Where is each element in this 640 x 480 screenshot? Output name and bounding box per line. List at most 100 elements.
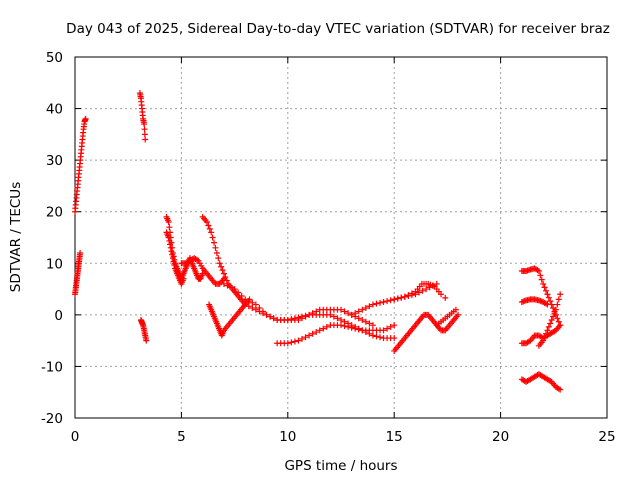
- data-point-hour22-rise: [542, 330, 549, 337]
- data-point-hour4-early: [168, 248, 175, 255]
- data-point-hour13-16: [380, 298, 387, 305]
- data-point-mid-band: [391, 322, 398, 329]
- y-tick-label: 0: [54, 308, 63, 324]
- data-point-hour13-16: [366, 303, 373, 310]
- data-point-hour4-early: [166, 237, 173, 244]
- y-tick-label: 40: [46, 102, 63, 118]
- data-point-hour22-rise: [541, 334, 548, 341]
- data-point-hour4-early: [169, 251, 176, 258]
- x-tick-label: 5: [177, 429, 186, 445]
- data-point-mid-band: [245, 298, 252, 305]
- data-point-hour9-12-low: [355, 326, 362, 333]
- data-point-hour6-decline: [216, 260, 223, 267]
- grid: [75, 57, 607, 418]
- data-point-hour6-decline: [209, 234, 216, 241]
- data-point-hour3-high: [141, 126, 148, 133]
- data-point-hour6-decline: [218, 263, 225, 270]
- data-point-hour13-16: [419, 287, 426, 294]
- data-point-mid-band: [256, 304, 263, 311]
- data-point-hour6-decline: [223, 277, 230, 284]
- data-point-rising-start: [82, 115, 89, 122]
- data-point-mid-band: [259, 308, 266, 315]
- data-point-hour6-decline: [341, 308, 348, 315]
- data-point-hour22-rise: [544, 327, 551, 334]
- data-point-hour13-16: [369, 301, 376, 308]
- data-point-hour9-12-low: [366, 330, 373, 337]
- data-point-hour9-12-low: [316, 327, 323, 334]
- data-point-hour9-12-low: [306, 332, 313, 339]
- data-point-hour9-12-low: [348, 324, 355, 331]
- y-tick-labels: -20 -10 0 10 20 30 40 50: [41, 50, 63, 427]
- data-point-mid-band: [295, 317, 302, 324]
- data-point-hour16-high: [398, 294, 405, 301]
- data-point-hour13-16: [377, 299, 384, 306]
- data-point-hour13-16: [359, 306, 366, 313]
- data-point-mid-band: [220, 280, 227, 287]
- data-point-hour3-low: [143, 337, 150, 344]
- y-axis-label: SDTVAR / TECUs: [8, 182, 24, 292]
- data-point-hour4-6: [166, 224, 173, 231]
- data-point-hour9-12-low: [373, 333, 380, 340]
- data-point-hour21-high: [540, 280, 547, 287]
- data-point-hour9-12-low: [352, 325, 359, 332]
- data-point-mid-band: [384, 325, 391, 332]
- data-point-mid-band: [334, 315, 341, 322]
- data-point-hour21-high: [538, 276, 545, 283]
- data-point-mid-band: [327, 311, 334, 318]
- data-point-hour22-rise: [548, 317, 555, 324]
- data-point-hour21-high: [537, 272, 544, 279]
- data-point-hour9-12-low: [345, 323, 352, 330]
- data-point-hour4-early: [165, 234, 172, 241]
- data-point-hour9-12-low: [359, 327, 366, 334]
- data-point-mid-band: [249, 299, 256, 306]
- data-point-hour6-decline: [212, 244, 219, 251]
- data-point-hour13-16: [348, 311, 355, 318]
- data-point-hour6-decline: [203, 219, 210, 226]
- data-point-hour6-decline: [369, 322, 376, 329]
- data-point-mid-band: [263, 311, 270, 318]
- data-point-hour6-decline: [206, 225, 213, 232]
- data-point-mid-band: [387, 323, 394, 330]
- y-tick-label: 20: [46, 205, 63, 221]
- data-point-hour9-12-low: [369, 332, 376, 339]
- data-point-hour21-mid: [544, 301, 551, 308]
- data-point-hour4-6: [165, 219, 172, 226]
- data-point-hour13-16: [373, 300, 380, 307]
- plot-frame: [74, 56, 608, 419]
- data-point-hour6-decline: [362, 318, 369, 325]
- y-tick-label: -10: [41, 359, 63, 375]
- y-tick-label: 50: [46, 50, 63, 66]
- data-point-hour22-rise: [540, 337, 547, 344]
- data-point-hour6-decline: [213, 249, 220, 256]
- data-point-hour17-marker: [442, 294, 449, 301]
- data-point-hour16-high: [438, 291, 445, 298]
- y-tick-label: 10: [46, 256, 63, 272]
- data-point-hour22-rise: [551, 310, 558, 317]
- data-point-mid-band: [330, 313, 337, 320]
- data-point-hour16-high: [391, 296, 398, 303]
- data-point-hour9-12-low: [323, 323, 330, 330]
- data-point-hour21-high: [541, 284, 548, 291]
- data-point-hour21-bottom: [557, 386, 564, 393]
- data-point-hour6-decline: [215, 255, 222, 262]
- data-point-hour9-12-low: [338, 322, 344, 329]
- data-point-hour13-16: [355, 308, 362, 315]
- data-point-hour13-16: [362, 304, 369, 311]
- data-point-hour6-decline: [222, 274, 229, 281]
- x-tick-label: 10: [279, 429, 296, 445]
- data-point-hour9-12-low: [313, 329, 320, 336]
- data-point-hour9-12-low: [320, 325, 327, 332]
- data-point-hour22-rise: [550, 313, 557, 320]
- data-point-hour4-early: [167, 241, 174, 248]
- data-point-hour6-decline: [338, 306, 344, 313]
- data-point-mid-band: [235, 289, 242, 296]
- data-point-hour9-12-low: [302, 334, 309, 341]
- data-point-hour6-decline: [366, 320, 373, 327]
- data-point-hour6-decline: [219, 267, 226, 274]
- data-point-hour16-high: [394, 295, 401, 302]
- x-axis-label: GPS time / hours: [284, 458, 397, 474]
- y-tick-label: -20: [41, 411, 63, 427]
- data-point-hour21-high: [535, 268, 542, 275]
- data-point-hour21-high: [544, 291, 551, 298]
